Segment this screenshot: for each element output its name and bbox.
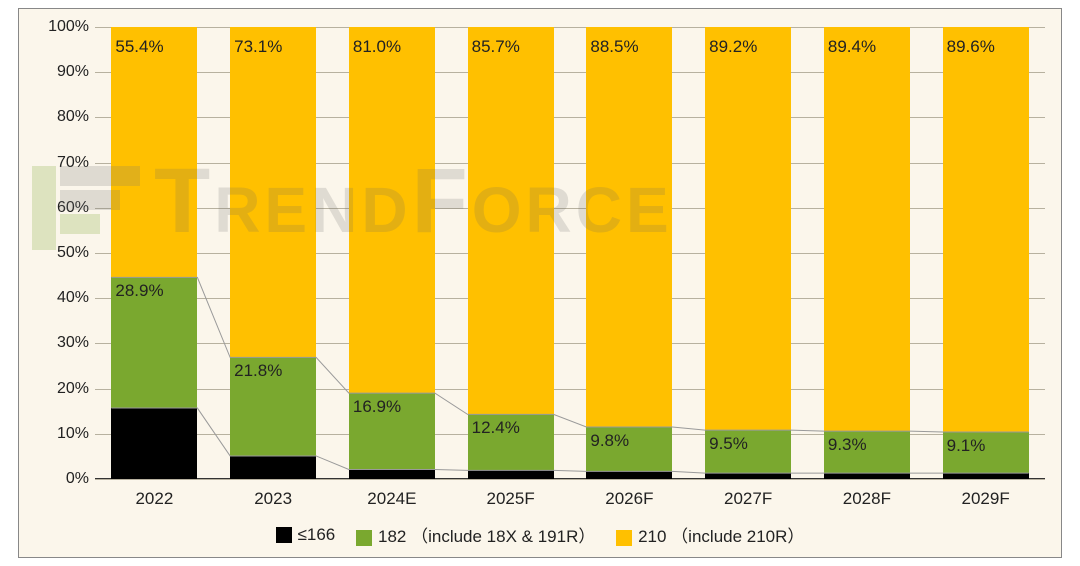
xtick-label: 2022 [94, 489, 214, 509]
ytick-label: 70% [29, 154, 89, 172]
segment-s210: 73.1% [230, 27, 316, 357]
ytick-label: 10% [29, 425, 89, 443]
xtick-label: 2023 [213, 489, 333, 509]
ygridline [95, 479, 1045, 480]
segment-label: 16.9% [353, 397, 439, 417]
segment-label: 89.6% [947, 37, 1033, 57]
legend-item-210: 210 （include 210R） [616, 522, 804, 547]
xtick-label: 2029F [926, 489, 1046, 509]
bar-2022: 202228.9%55.4% [111, 27, 197, 479]
segment-label: 9.5% [709, 434, 795, 454]
segment-le166 [230, 456, 316, 479]
segment-le166 [824, 473, 910, 479]
bar-2029F: 2029F9.1%89.6% [943, 27, 1029, 479]
xtick-label: 2024E [332, 489, 452, 509]
segment-label: 89.4% [828, 37, 914, 57]
segment-s182: 12.4% [468, 414, 554, 470]
legend-item-le166: ≤166 [276, 525, 336, 545]
ytick-label: 50% [29, 244, 89, 262]
segment-label: 12.4% [472, 418, 558, 438]
segment-s182: 21.8% [230, 357, 316, 456]
ytick-label: 30% [29, 334, 89, 352]
segment-le166 [705, 473, 791, 479]
segment-le166 [349, 470, 435, 479]
segment-s210: 89.4% [824, 27, 910, 431]
segment-label: 9.3% [828, 435, 914, 455]
segment-s182: 9.3% [824, 431, 910, 473]
legend-item-182: 182 （include 18X & 191R） [356, 522, 595, 547]
ytick-label: 40% [29, 289, 89, 307]
segment-s182: 28.9% [111, 277, 197, 408]
segment-label: 88.5% [590, 37, 676, 57]
segment-s182: 16.9% [349, 393, 435, 469]
bar-2028F: 2028F9.3%89.4% [824, 27, 910, 479]
segment-le166 [586, 471, 672, 479]
bar-2023: 202321.8%73.1% [230, 27, 316, 479]
ytick-label: 80% [29, 108, 89, 126]
xtick-label: 2026F [569, 489, 689, 509]
segment-le166 [111, 408, 197, 479]
segment-s182: 9.5% [705, 430, 791, 473]
segment-s210: 89.6% [943, 27, 1029, 432]
xtick-label: 2028F [807, 489, 927, 509]
ytick-label: 100% [29, 18, 89, 36]
bar-2025F: 2025F12.4%85.7% [468, 27, 554, 479]
bar-2024E: 2024E16.9%81.0% [349, 27, 435, 479]
segment-s210: 85.7% [468, 27, 554, 414]
plot-area: 0%10%20%30%40%50%60%70%80%90%100%202228.… [95, 27, 1045, 479]
legend-label: 210 （include 210R） [638, 527, 804, 546]
segment-label: 21.8% [234, 361, 320, 381]
xtick-label: 2025F [451, 489, 571, 509]
segment-s182: 9.8% [586, 427, 672, 471]
legend-label: ≤166 [298, 525, 336, 544]
segment-le166 [943, 473, 1029, 479]
ytick-label: 90% [29, 63, 89, 81]
ytick-label: 60% [29, 199, 89, 217]
segment-s210: 88.5% [586, 27, 672, 427]
legend: ≤166 182 （include 18X & 191R） 210 （inclu… [19, 522, 1061, 547]
segment-s210: 89.2% [705, 27, 791, 430]
bar-2026F: 2026F9.8%88.5% [586, 27, 672, 479]
bar-2027F: 2027F9.5%89.2% [705, 27, 791, 479]
ytick-label: 20% [29, 380, 89, 398]
legend-label: 182 （include 18X & 191R） [378, 527, 595, 546]
segment-s210: 55.4% [111, 27, 197, 277]
segment-le166 [468, 470, 554, 479]
segment-label: 81.0% [353, 37, 439, 57]
chart-container: TrendForce 0%10%20%30%40%50%60%70%80%90%… [18, 8, 1062, 558]
segment-label: 9.8% [590, 431, 676, 451]
segment-label: 55.4% [115, 37, 201, 57]
segment-label: 85.7% [472, 37, 558, 57]
ytick-label: 0% [29, 470, 89, 488]
legend-swatch [616, 530, 632, 546]
segment-label: 73.1% [234, 37, 320, 57]
segment-s182: 9.1% [943, 432, 1029, 473]
segment-label: 9.1% [947, 436, 1033, 456]
segment-s210: 81.0% [349, 27, 435, 393]
legend-swatch [276, 527, 292, 543]
legend-swatch [356, 530, 372, 546]
segment-label: 28.9% [115, 281, 201, 301]
segment-label: 89.2% [709, 37, 795, 57]
xtick-label: 2027F [688, 489, 808, 509]
